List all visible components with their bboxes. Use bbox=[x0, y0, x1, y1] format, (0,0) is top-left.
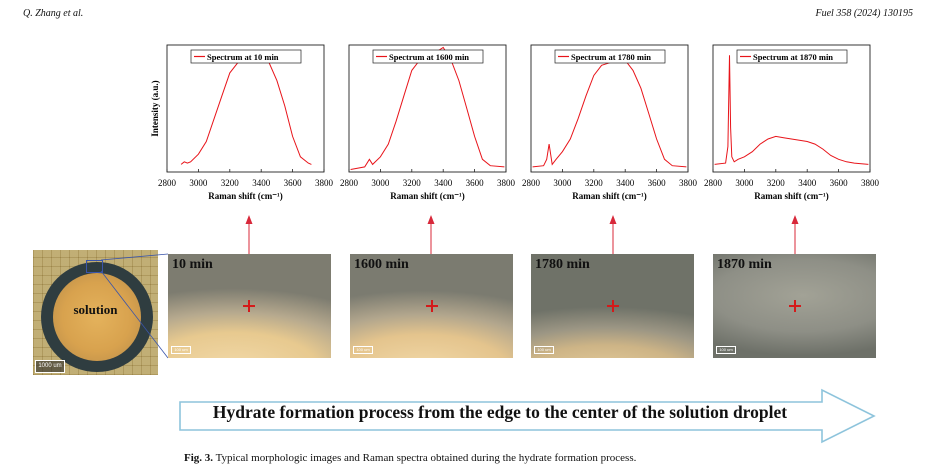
x-axis-label: Raman shift (cm⁻¹) bbox=[572, 191, 646, 201]
x-tick-label: 2800 bbox=[522, 178, 541, 188]
micrograph-time-label: 1600 min bbox=[354, 257, 409, 272]
micrograph-1780min: 1780 min 100 um bbox=[531, 254, 694, 358]
x-tick-label: 3200 bbox=[767, 178, 786, 188]
micrograph-1870min: 1870 min 100 um bbox=[713, 254, 876, 358]
x-tick-label: 3800 bbox=[497, 178, 516, 188]
x-tick-label: 3600 bbox=[466, 178, 485, 188]
micrograph-time-label: 1780 min bbox=[535, 257, 590, 272]
process-arrow bbox=[179, 388, 876, 444]
spectrum-panel-1: Spectrum at 10 min 2800 3000 3200 3400 3600 38… bbox=[150, 44, 334, 201]
y-axis-label: Intensity (a.u.) bbox=[150, 80, 160, 136]
x-tick-label: 3200 bbox=[403, 178, 422, 188]
spectrum-panel-3: Spectrum at 1780 min 2800 3000 3200 3400 3600… bbox=[522, 44, 698, 201]
measurement-arrowhead bbox=[427, 215, 435, 224]
x-tick-label: 3800 bbox=[679, 178, 698, 188]
raman-spot-marker bbox=[607, 300, 619, 312]
legend-label: Spectrum at 1780 min bbox=[571, 52, 651, 62]
droplet-scale-bar: 1000 um bbox=[35, 360, 65, 373]
legend-label: Spectrum at 1870 min bbox=[753, 52, 833, 62]
micrograph-time-label: 1870 min bbox=[717, 257, 772, 272]
micrograph-10min: 10 min 100 um bbox=[168, 254, 331, 358]
x-tick-label: 3200 bbox=[585, 178, 604, 188]
raman-spot-marker bbox=[789, 300, 801, 312]
figure-caption: Fig. 3. Typical morphologic images and R… bbox=[184, 452, 636, 464]
spectrum-panel-2: Spectrum at 1600 min 2800 3000 3200 3400 3600… bbox=[340, 44, 516, 201]
scale-bar: 100 um bbox=[353, 346, 373, 354]
zoom-region-marker bbox=[86, 260, 103, 273]
spectrum-line bbox=[714, 55, 869, 165]
micrograph-time-label: 10 min bbox=[172, 257, 213, 272]
droplet-interior bbox=[53, 273, 141, 361]
scale-bar: 100 um bbox=[716, 346, 736, 354]
plot-frame bbox=[530, 44, 689, 173]
x-tick-label: 3400 bbox=[252, 178, 271, 188]
scale-bar: 100 um bbox=[171, 346, 191, 354]
x-tick-label: 3000 bbox=[189, 178, 208, 188]
measurement-arrowhead bbox=[791, 215, 799, 224]
x-tick-label: 3800 bbox=[861, 178, 880, 188]
x-tick-label: 3000 bbox=[735, 178, 754, 188]
spectrum-line bbox=[532, 59, 687, 168]
legend-box bbox=[736, 49, 848, 64]
raman-spot-marker bbox=[426, 300, 438, 312]
legend-box bbox=[372, 49, 484, 64]
legend-label: Spectrum at 10 min bbox=[207, 52, 279, 62]
legend-box bbox=[554, 49, 666, 64]
spectrum-panel-4: Spectrum at 1870 min 2800 3000 3200 3400 3600… bbox=[704, 44, 880, 201]
plot-frame bbox=[712, 44, 871, 173]
caption-label: Fig. 3. bbox=[184, 452, 214, 464]
legend-box bbox=[190, 49, 302, 64]
x-tick-label: 3600 bbox=[284, 178, 303, 188]
x-tick-label: 2800 bbox=[704, 178, 723, 188]
x-axis-label: Raman shift (cm⁻¹) bbox=[754, 191, 828, 201]
measurement-arrowhead bbox=[245, 215, 253, 224]
caption-text: Typical morphologic images and Raman spe… bbox=[215, 452, 637, 464]
plot-frame bbox=[166, 44, 325, 173]
x-tick-label: 3800 bbox=[315, 178, 334, 188]
scale-bar: 100 um bbox=[534, 346, 554, 354]
plot-frame bbox=[348, 44, 507, 173]
process-banner-text: Hydrate formation process from the edge … bbox=[212, 402, 788, 422]
header-journal: Fuel 358 (2024) 130195 bbox=[815, 8, 914, 19]
x-tick-label: 3600 bbox=[830, 178, 849, 188]
x-axis-label: Raman shift (cm⁻¹) bbox=[208, 191, 282, 201]
x-tick-label: 2800 bbox=[340, 178, 359, 188]
x-tick-label: 3000 bbox=[371, 178, 390, 188]
droplet-overview-image: solution 1000 um bbox=[33, 250, 158, 375]
droplet-label: solution bbox=[73, 302, 118, 317]
x-tick-label: 3400 bbox=[616, 178, 635, 188]
x-tick-label: 3600 bbox=[648, 178, 667, 188]
legend-label: Spectrum at 1600 min bbox=[389, 52, 469, 62]
x-axis-label: Raman shift (cm⁻¹) bbox=[390, 191, 464, 201]
measurement-arrowhead bbox=[609, 215, 617, 224]
x-tick-label: 3400 bbox=[434, 178, 453, 188]
raman-spot-marker bbox=[243, 300, 255, 312]
x-tick-label: 3200 bbox=[221, 178, 240, 188]
header-authors: Q. Zhang et al. bbox=[23, 8, 84, 19]
x-tick-label: 3400 bbox=[798, 178, 817, 188]
x-tick-label: 3000 bbox=[553, 178, 572, 188]
x-tick-label: 2800 bbox=[158, 178, 177, 188]
micrograph-1600min: 1600 min 100 um bbox=[350, 254, 513, 358]
